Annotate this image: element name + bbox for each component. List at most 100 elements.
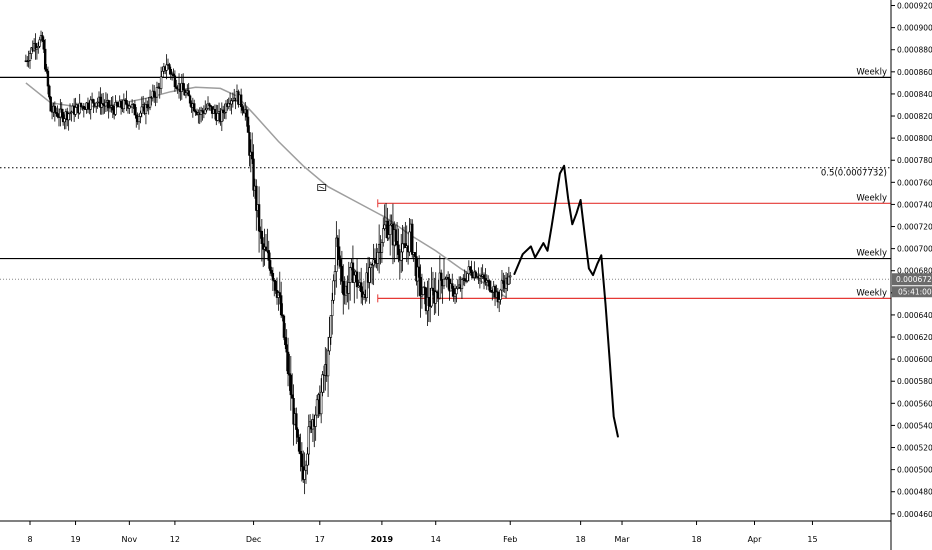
candle-body [376, 251, 379, 264]
candle-body [337, 246, 341, 260]
candle-body [188, 95, 192, 104]
candle-body [282, 315, 286, 338]
candle-body [417, 266, 421, 278]
candle-body [153, 90, 156, 97]
candle-body [382, 228, 385, 243]
candle-body [365, 272, 368, 299]
candle-body [420, 294, 424, 297]
candle-body [107, 100, 110, 109]
candle-body [146, 104, 149, 109]
candle-body [241, 106, 244, 111]
candle-body [41, 35, 44, 41]
time-tick-label: 12 [170, 535, 180, 544]
candle-body [482, 274, 486, 279]
time-tick-label: Feb [503, 535, 517, 544]
candle-body [60, 108, 63, 113]
candle-body [99, 96, 102, 108]
candle-body [169, 69, 172, 75]
candle-body [35, 47, 39, 50]
price-tags: 0.0006723 05:41:00 [892, 273, 932, 298]
candle-timer-label: 05:41:00 [898, 288, 932, 297]
candle-body [304, 464, 308, 471]
time-tick-label: 2019 [371, 535, 394, 544]
candle-body [434, 291, 437, 304]
projection-path[interactable] [513, 164, 619, 438]
candle-body [321, 374, 324, 393]
candle-body [387, 234, 390, 239]
time-tick-label: 15 [807, 535, 817, 544]
candle-body [307, 426, 310, 455]
candle-body [315, 399, 319, 416]
candle-body [300, 453, 304, 467]
candle-body [489, 289, 493, 292]
candle-body [274, 280, 277, 291]
candle-body [194, 110, 197, 113]
candle-body [100, 103, 103, 108]
candle-body [27, 60, 30, 62]
candle-body [144, 104, 148, 114]
candle-body [336, 237, 339, 248]
candle-body [267, 250, 270, 261]
candle-body [348, 267, 352, 283]
candle-body [74, 107, 77, 115]
time-tick-label: Nov [122, 535, 138, 544]
candle-body [295, 413, 298, 430]
candle-body [284, 337, 287, 346]
candle-body [303, 469, 306, 480]
candle-body [223, 112, 226, 114]
fib-level-label: 0.5(0.0007732) [821, 169, 887, 179]
moving-average-line [25, 82, 507, 298]
candle-body [357, 285, 360, 288]
time-tick-label: Mar [614, 535, 630, 544]
candles-layer [24, 30, 512, 495]
candle-body [292, 398, 295, 425]
candle-body [286, 351, 290, 375]
candle-body [55, 112, 58, 114]
candle-body [469, 266, 472, 271]
candle-body [260, 230, 264, 244]
candle-body [173, 75, 177, 88]
candle-body [306, 453, 309, 466]
candle-body [175, 86, 178, 89]
time-tick-label: 8 [27, 535, 32, 544]
candle-body [48, 85, 51, 98]
projection-layer [513, 164, 619, 438]
candle-body [474, 271, 477, 278]
candle-body [452, 288, 455, 297]
candle-body [332, 280, 335, 301]
moving-average-layer [25, 82, 507, 298]
candle-body [335, 237, 338, 272]
candle-body [45, 68, 48, 72]
time-tick-label: 14 [431, 535, 441, 544]
candle-body [455, 288, 458, 295]
candle-body [201, 110, 204, 113]
candle-body [353, 274, 356, 283]
candle-body [496, 291, 500, 303]
candle-body [206, 103, 210, 109]
candle-body [463, 278, 466, 281]
candle-body [456, 286, 459, 289]
candle-body [355, 271, 359, 288]
candle-body [273, 279, 276, 282]
time-tick-label: 18 [576, 535, 586, 544]
candle-body [155, 87, 159, 98]
candle-body [257, 204, 261, 232]
candle-body [148, 97, 152, 108]
candle-body [96, 101, 99, 104]
flag-icon-mark [319, 186, 325, 189]
candle-body [187, 90, 190, 97]
time-axis[interactable]: 8 19 Nov 12 Dec 17 2019 14 Feb 18 Mar 18 Apr 15 [0, 520, 891, 544]
candle-body [159, 76, 163, 89]
candle-body [250, 151, 254, 160]
candle-body [351, 262, 355, 283]
candle-body [222, 109, 225, 113]
